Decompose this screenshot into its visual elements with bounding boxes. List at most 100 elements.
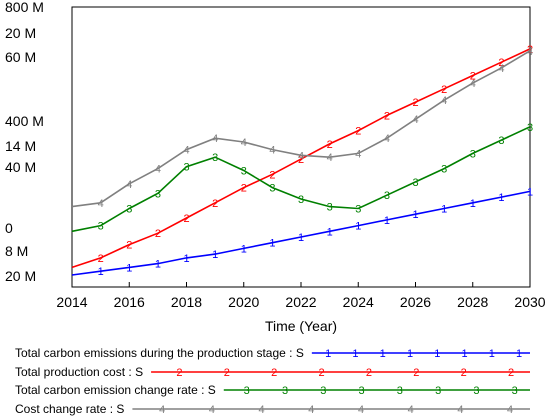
series-point-3: 3: [355, 204, 361, 216]
series-point-4: 4: [212, 133, 218, 145]
series-point-1: 1: [183, 253, 189, 265]
series-point-2: 2: [412, 97, 418, 109]
series-point-3: 3: [498, 135, 504, 147]
series-point-1: 1: [98, 266, 104, 278]
x-axis-title: Time (Year): [265, 318, 337, 334]
y-tick-label: 20 M: [5, 268, 36, 284]
series-point-1: 1: [269, 238, 275, 250]
series-point-1: 1: [441, 204, 447, 216]
series-point-3: 3: [155, 188, 161, 200]
series-point-1: 1: [355, 221, 361, 233]
series-point-4: 4: [327, 152, 333, 164]
legend-marker: 3: [397, 385, 403, 397]
series-point-3: 3: [212, 152, 218, 164]
series-point-3: 3: [183, 162, 189, 174]
legend-marker: 4: [358, 404, 364, 416]
legend-marker: 1: [461, 348, 467, 360]
legend-marker: 4: [159, 404, 165, 416]
series-point-2: 2: [155, 228, 161, 240]
series-point-4: 4: [155, 164, 161, 176]
legend-marker: 1: [489, 348, 495, 360]
y-tick-label: 40 M: [5, 159, 36, 175]
legend-marker: 4: [408, 404, 414, 416]
y-axis-tick-labels: 800 M 20 M 60 M 400 M 14 M 40 M 0 8 M 20 M: [5, 0, 44, 284]
series-point-2: 2: [470, 71, 476, 83]
legend-label: Total carbon emissions during the produc…: [15, 346, 304, 360]
legend-marker: 4: [457, 404, 463, 416]
legend-marker: 4: [308, 404, 314, 416]
series-point-1: 1: [126, 262, 132, 274]
legend-marker: 4: [507, 404, 513, 416]
series-point-3: 3: [241, 166, 247, 178]
legend-marker: 1: [380, 348, 386, 360]
series-point-1: 1: [527, 186, 533, 198]
series-point-4: 4: [441, 95, 447, 107]
legend-marker: 1: [434, 348, 440, 360]
series-line-2: [71, 48, 531, 269]
legend-marker: 4: [209, 404, 215, 416]
x-tick-label: 2022: [285, 294, 316, 310]
y-tick-label: 0: [5, 220, 13, 236]
legend-marker: 3: [435, 385, 441, 397]
x-tick-label: 2026: [400, 294, 431, 310]
series-point-3: 3: [470, 148, 476, 160]
series-point-2: 2: [441, 84, 447, 96]
series-line-4: [71, 50, 531, 208]
series-point-3: 3: [269, 183, 275, 195]
series-point-2: 2: [384, 110, 390, 122]
legend-marker: 2: [319, 367, 325, 379]
y-tick-label: 400 M: [5, 113, 44, 129]
x-tick-label: 2030: [514, 294, 545, 310]
series-point-4: 4: [298, 150, 304, 162]
series-point-1: 1: [327, 226, 333, 238]
series-point-1: 1: [241, 243, 247, 255]
x-tick-label: 2018: [171, 294, 202, 310]
legend-marker: 2: [271, 367, 277, 379]
series-point-3: 3: [527, 122, 533, 134]
series-point-2: 2: [126, 240, 132, 252]
series-point-3: 3: [384, 190, 390, 202]
series-point-2: 2: [241, 183, 247, 195]
legend-marker: 1: [516, 348, 522, 360]
y-tick-label: 14 M: [5, 138, 36, 154]
series-point-4: 4: [355, 148, 361, 160]
legend-marker: 3: [244, 385, 250, 397]
series-layer: 1 1 1 1 1 1 1 1 1 1 1 1 1 1 1 1222222222222222233333333…: [71, 44, 533, 278]
y-tick-label: 60 M: [5, 49, 36, 65]
legend-marker: 3: [359, 385, 365, 397]
legend-label: Total production cost : S: [15, 365, 143, 379]
y-tick-label: 20 M: [5, 25, 36, 41]
legend-marker: 2: [224, 367, 230, 379]
legend-marker: 3: [320, 385, 326, 397]
y-tick-label: 8 M: [5, 243, 28, 259]
x-tick-label: 2020: [228, 294, 259, 310]
series-point-2: 2: [327, 139, 333, 151]
series-point-3: 3: [98, 221, 104, 233]
series-point-1: 1: [498, 192, 504, 204]
series-point-4: 4: [183, 145, 189, 157]
legend-marker: 2: [508, 367, 514, 379]
x-tick-label: 2014: [56, 294, 87, 310]
series-point-4: 4: [527, 46, 533, 58]
series-point-4: 4: [470, 78, 476, 90]
series-point-3: 3: [441, 164, 447, 176]
series-point-1: 1: [384, 215, 390, 227]
series-point-3: 3: [412, 177, 418, 189]
legend-marker: 3: [282, 385, 288, 397]
y-tick-label: 800 M: [5, 0, 44, 15]
series-point-3: 3: [126, 204, 132, 216]
series-point-1: 1: [412, 209, 418, 221]
series-point-4: 4: [498, 63, 504, 75]
series-point-3: 3: [298, 194, 304, 206]
legend-marker: 1: [407, 348, 413, 360]
series-point-2: 2: [355, 126, 361, 138]
x-tick-label: 2016: [114, 294, 145, 310]
legend-marker: 3: [512, 385, 518, 397]
series-point-4: 4: [269, 145, 275, 157]
legend-label: Total carbon emission change rate : S: [15, 383, 216, 397]
plot-frame: [71, 6, 531, 288]
series-point-2: 2: [298, 154, 304, 166]
legend-marker: 4: [259, 404, 265, 416]
legend-marker: 2: [461, 367, 467, 379]
